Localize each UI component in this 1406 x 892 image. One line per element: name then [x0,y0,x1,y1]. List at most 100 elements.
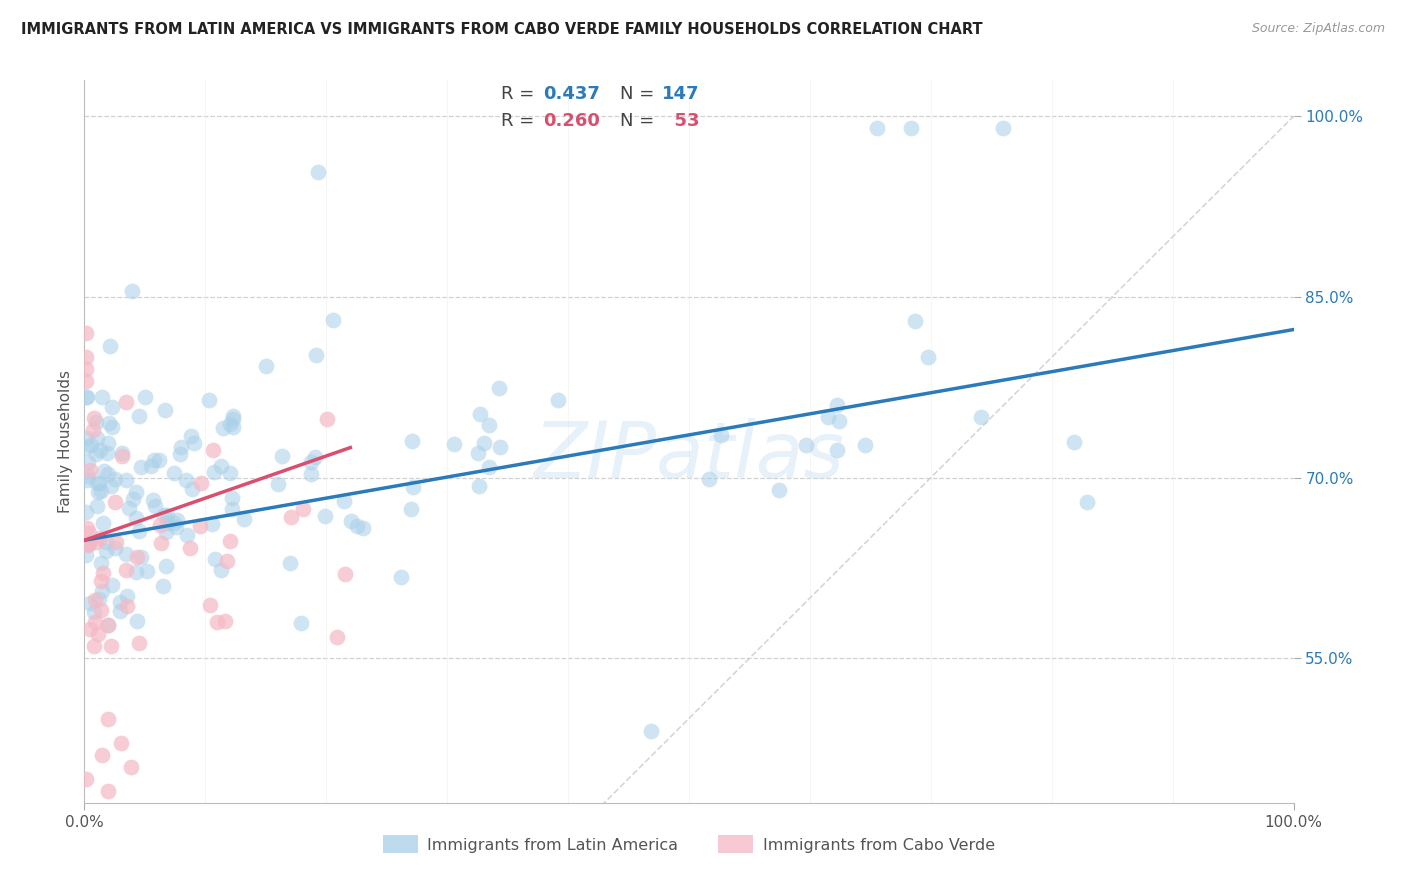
Point [104,535,127,549]
Point [108,594,131,608]
Point [76,538,98,552]
Point [104,472,127,486]
Point [217,554,239,568]
Text: R =: R = [501,112,540,130]
Point [640,723,662,738]
Point [86,431,108,445]
Point [97,467,120,481]
Point [122,492,145,507]
Point [201,443,224,458]
Point [83,605,105,619]
Point [155,508,177,522]
Point [97,783,120,797]
Point [917,350,939,364]
Point [75,772,97,786]
Point [278,557,301,571]
Point [222,419,245,434]
Point [83,593,105,607]
Point [219,417,242,431]
Point [866,121,889,136]
Point [991,121,1014,136]
Point [75,440,97,454]
Point [111,446,134,460]
Point [402,480,425,494]
Point [115,563,138,577]
Point [91,566,114,581]
Point [90,583,112,598]
Point [547,392,569,407]
Point [87,485,110,500]
Point [143,500,166,514]
Point [212,421,235,435]
Point [111,449,134,463]
Point [136,564,159,578]
Point [478,417,501,432]
Point [90,483,112,498]
Point [84,447,107,461]
Point [853,438,876,452]
Point [163,516,186,531]
Point [97,712,120,726]
Point [489,440,512,454]
Point [77,468,100,483]
Point [128,524,150,538]
Point [83,411,105,425]
Text: Source: ZipAtlas.com: Source: ZipAtlas.com [1251,22,1385,36]
Point [110,736,132,750]
Point [118,501,141,516]
Point [97,416,120,430]
Point [332,493,354,508]
Point [488,381,510,395]
Point [254,359,277,373]
Point [697,472,720,486]
Point [467,446,489,460]
Point [115,589,138,603]
Point [202,465,225,479]
Point [817,410,839,425]
Point [401,434,423,449]
Point [165,519,187,533]
Point [84,534,107,549]
Point [79,463,101,477]
Point [79,596,101,610]
Point [305,348,328,362]
Text: N =: N = [620,85,659,103]
Point [443,437,465,451]
Point [89,476,111,491]
Y-axis label: Family Households: Family Households [58,370,73,513]
Point [75,431,97,445]
Point [352,520,374,534]
Point [292,502,315,516]
Point [84,615,107,629]
Text: 0.260: 0.260 [543,112,599,130]
Point [152,508,174,522]
Point [121,284,143,298]
Point [346,519,368,533]
Point [125,511,148,525]
Point [75,390,97,404]
Point [93,464,115,478]
Point [76,521,98,535]
Text: 53: 53 [662,112,700,130]
Point [768,483,790,497]
Point [87,627,110,641]
Point [221,502,243,516]
Point [472,436,495,450]
Point [267,477,290,491]
Point [152,579,174,593]
Point [307,165,329,179]
Point [131,459,153,474]
Point [163,466,186,480]
Point [97,436,120,450]
Point [77,455,100,469]
Point [96,446,118,460]
Point [128,409,150,423]
Point [89,591,111,606]
Point [214,615,236,629]
Point [322,312,344,326]
Point [75,548,97,562]
Point [233,511,256,525]
Point [1076,494,1098,508]
Point [110,604,132,618]
Point [94,535,117,549]
